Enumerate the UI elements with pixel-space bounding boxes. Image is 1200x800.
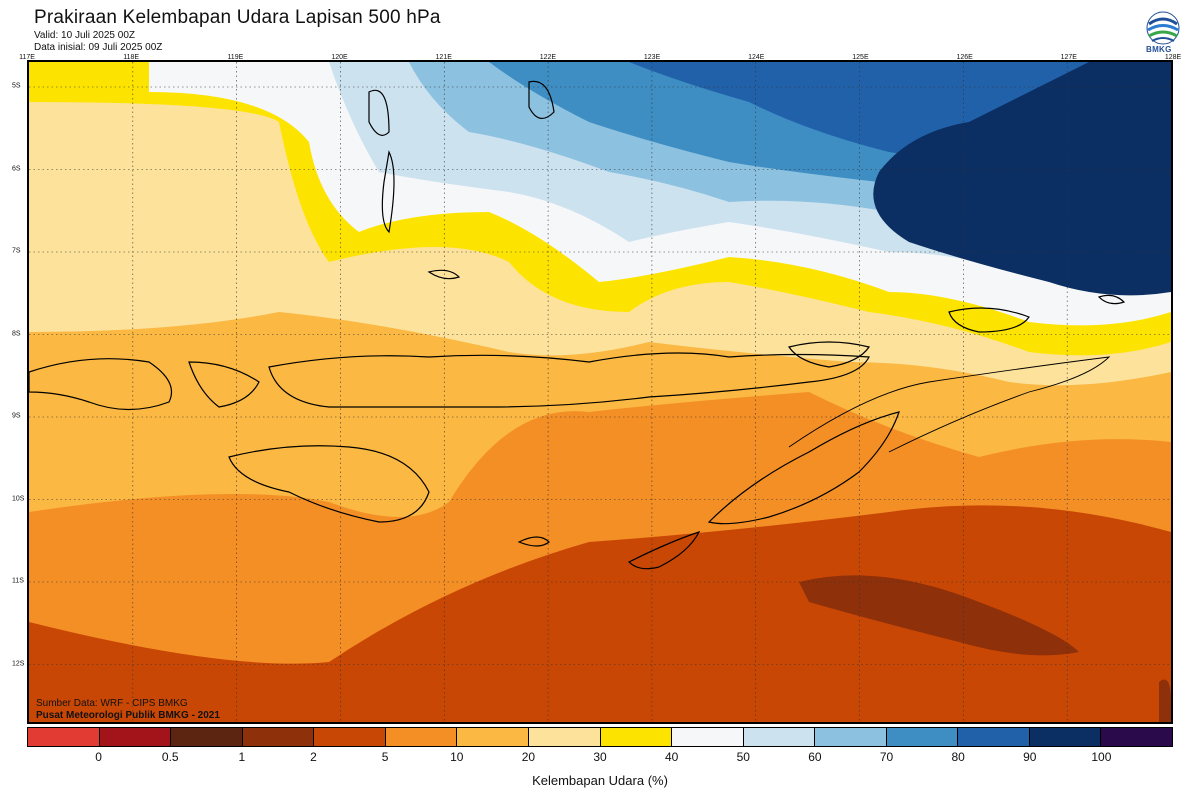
colorbar-tick-label: 20 (521, 750, 536, 764)
colorbar-tick-label: 1 (238, 750, 246, 764)
data-source: Sumber Data: WRF - CIPS BMKG (36, 698, 188, 709)
lon-label: 125E (852, 54, 869, 61)
colorbar-segment (672, 728, 744, 746)
colorbar-tick-label: 60 (808, 750, 822, 764)
colorbar-segment (743, 728, 816, 746)
colorbar-segment (528, 728, 601, 746)
lat-label: 9S (12, 412, 21, 420)
island-flores (268, 352, 870, 408)
lat-label: 12S (12, 660, 25, 667)
logo-text: BMKG (1146, 45, 1172, 54)
colorbar-segment (28, 728, 100, 746)
lat-label: 11S (12, 577, 24, 585)
colorbar-tick-label: 100 (1091, 750, 1112, 764)
island-sumba (228, 445, 430, 523)
page-title: Prakiraan Kelembapan Udara Lapisan 500 h… (34, 7, 441, 28)
lon-label: 126E (956, 54, 973, 61)
colorbar-tick-label: 50 (736, 750, 750, 764)
publisher: Pusat Meteorologi Publik BMKG - 2021 (36, 710, 220, 721)
coastlines (29, 80, 1126, 570)
colorbar-segment (314, 728, 386, 746)
lon-label: 120E (331, 54, 348, 61)
lon-label: 119E (227, 54, 244, 61)
colorbar-tick-label: 70 (879, 750, 894, 764)
island-sumbawa (29, 358, 173, 411)
colorbar-tick-label: 30 (593, 750, 607, 764)
colorbar-segment (457, 728, 529, 746)
colorbar-tick-label: 0.5 (161, 750, 179, 764)
lon-label: 127E (1060, 54, 1077, 61)
colorbar-segment (1029, 728, 1102, 746)
lat-label: 7S (12, 247, 21, 255)
colorbar-tick-label: 90 (1023, 750, 1037, 764)
lat-label: 5S (12, 82, 21, 90)
lon-label: 123E (643, 54, 661, 61)
lat-label: 8S (12, 330, 21, 337)
init-time: Data inisial: 09 Juli 2025 00Z (34, 42, 163, 53)
colorbar-segment (958, 728, 1030, 746)
colorbar-segment (242, 728, 315, 746)
colorbar-segment (99, 728, 172, 746)
lat-label: 6S (12, 165, 21, 172)
bmkg-logo-icon (1146, 11, 1180, 45)
colorbar-segment (600, 728, 673, 746)
lon-label: 118E (123, 54, 140, 61)
colorbar-tick-label: 80 (951, 750, 965, 764)
lon-label: 122E (539, 54, 557, 61)
colorbar-segment (815, 728, 887, 746)
humidity-map (27, 60, 1173, 724)
lon-label: 117E (19, 54, 35, 61)
island-timor (707, 411, 900, 525)
valid-time: Valid: 10 Juli 2025 00Z (34, 30, 135, 41)
colorbar-segment (886, 728, 959, 746)
colorbar-tick-label: 0 (95, 750, 102, 764)
map-canvas (29, 62, 1171, 722)
colorbar-tick-label: 10 (450, 750, 464, 764)
colorbar-title: Kelembapan Udara (%) (532, 773, 668, 788)
lon-label: 121E (435, 54, 452, 61)
lon-label: 128E (1164, 54, 1182, 61)
colorbar-tick-label: 5 (381, 750, 389, 764)
colorbar-tick-label: 2 (310, 750, 317, 764)
colorbar-segment (385, 728, 458, 746)
lat-label: 10S (12, 495, 25, 502)
colorbar (27, 727, 1173, 747)
colorbar-segment (171, 728, 243, 746)
colorbar-segment (1101, 728, 1172, 746)
lon-label: 124E (748, 54, 765, 61)
colorbar-tick-label: 40 (664, 750, 679, 764)
